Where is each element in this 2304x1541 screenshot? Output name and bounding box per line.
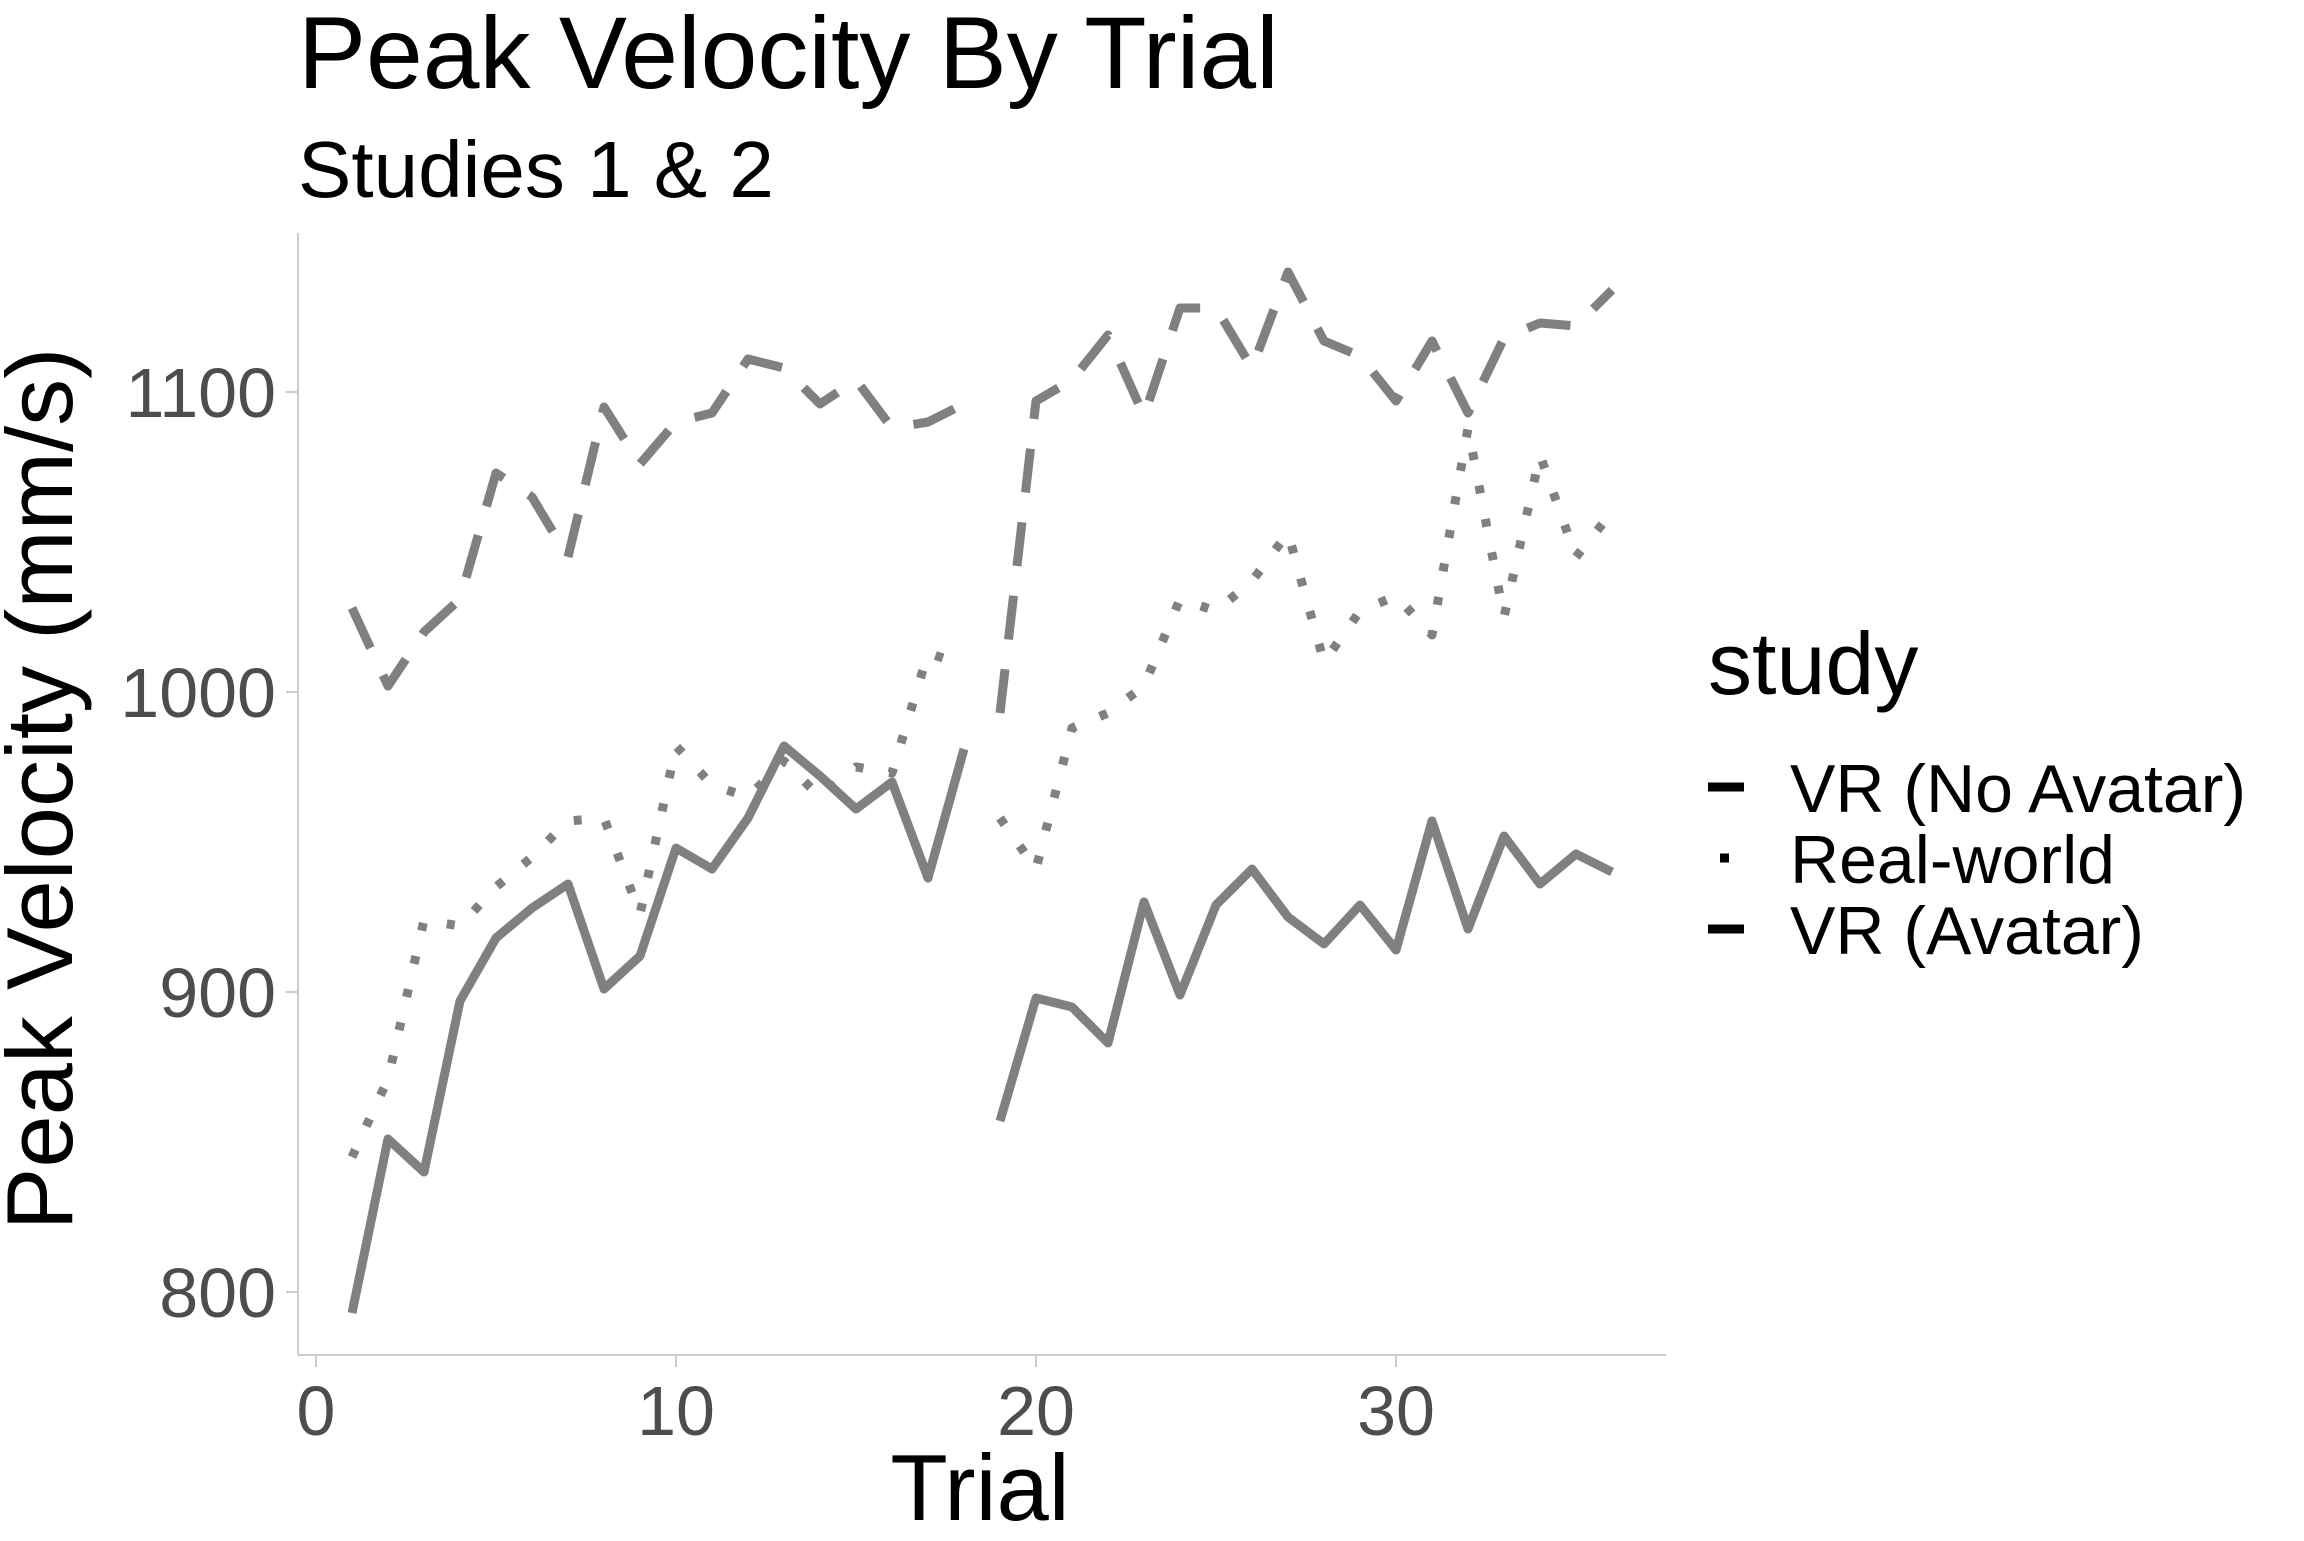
series-line-segment: [995, 816, 1615, 1123]
y-axis-title: Peak Velocity (mm/s): [0, 348, 92, 1231]
y-tick-label: 1100: [125, 354, 276, 432]
x-tick-label: 0: [297, 1372, 336, 1450]
axes: 0 10 20 30 800 900 1000 1100: [120, 233, 1666, 1450]
legend-label: VR (No Avatar): [1790, 751, 2246, 827]
y-tick-label: 800: [159, 1254, 276, 1332]
series-real-world: [347, 423, 1616, 1159]
x-tick-label: 10: [637, 1372, 715, 1450]
series-line-segment: [347, 741, 969, 1314]
series-vr-no-avatar: [347, 741, 1615, 1314]
series-line-segment: [347, 648, 966, 1159]
series-vr-avatar: [347, 267, 1616, 714]
x-tick-label: 30: [1357, 1372, 1435, 1450]
y-tick-label: 1000: [120, 654, 276, 732]
series-line-segment: [347, 354, 967, 691]
chart-title: Peak Velocity By Trial: [298, 0, 1279, 110]
x-tick-label: 20: [997, 1372, 1075, 1450]
series-lines: [347, 267, 1616, 1314]
y-tick-label: 900: [159, 954, 276, 1032]
chart-subtitle: Studies 1 & 2: [298, 125, 774, 214]
legend-label: VR (Avatar): [1790, 893, 2144, 969]
series-line-segment: [995, 267, 1616, 714]
legend-label: Real-world: [1790, 822, 2115, 898]
x-axis-title: Trial: [890, 1435, 1069, 1536]
series-line-segment: [996, 423, 1616, 874]
legend-title: study: [1708, 614, 1918, 713]
